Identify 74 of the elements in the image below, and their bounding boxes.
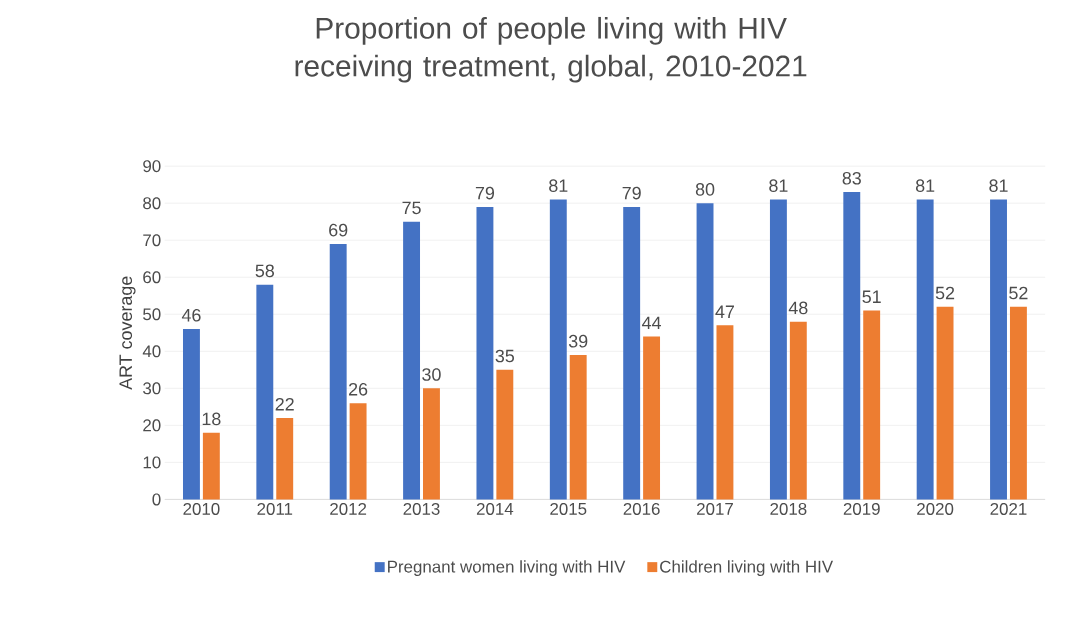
- y-axis-title: ART coverage: [119, 276, 136, 390]
- bar: [256, 284, 274, 500]
- bar: [403, 221, 421, 500]
- bar: [202, 432, 220, 500]
- x-tick-label: 2011: [257, 503, 293, 516]
- data-label: 69: [329, 223, 348, 237]
- y-tick-label: 80: [143, 197, 161, 210]
- y-tick-label: 20: [143, 419, 161, 432]
- data-label: 79: [622, 186, 641, 200]
- data-label: 80: [695, 183, 715, 196]
- data-label: 48: [788, 301, 808, 315]
- data-label: 81: [989, 179, 1008, 193]
- data-label: 18: [202, 412, 221, 426]
- data-label: 81: [769, 179, 788, 193]
- y-tick-label: 30: [143, 382, 161, 395]
- x-tick-label: 2012: [330, 503, 367, 516]
- bar: [789, 321, 807, 500]
- data-label: 52: [935, 286, 955, 300]
- bar: [549, 199, 567, 500]
- data-label: 47: [715, 305, 734, 319]
- y-tick-label: 40: [142, 345, 161, 358]
- data-label: 58: [255, 264, 275, 278]
- bar: [843, 192, 861, 500]
- data-label: 46: [181, 309, 201, 322]
- y-tick-label: 70: [143, 234, 161, 247]
- x-tick-label: 2016: [623, 503, 660, 516]
- y-tick-label: 90: [143, 160, 161, 173]
- x-tick-label: 2020: [917, 503, 954, 516]
- bar: [916, 199, 934, 500]
- x-tick-label: 2010: [183, 503, 220, 516]
- bar: [643, 336, 661, 500]
- bar: [716, 325, 734, 500]
- bar: [476, 207, 494, 500]
- bar: [329, 244, 347, 500]
- bar: [183, 329, 200, 500]
- data-label: 35: [495, 349, 515, 363]
- data-label: 51: [862, 290, 881, 304]
- legend-label: Children living with HIV: [660, 560, 834, 577]
- data-label: 83: [842, 172, 861, 185]
- y-tick-label: 50: [143, 308, 161, 321]
- x-tick-label: 2021: [990, 503, 1027, 516]
- x-tick-label: 2019: [843, 503, 880, 516]
- x-tick-label: 2018: [770, 503, 807, 516]
- y-tick-label: 10: [143, 456, 161, 469]
- y-tick-label: 60: [143, 271, 161, 284]
- bar: [276, 418, 294, 500]
- x-tick-label: 2015: [550, 503, 587, 516]
- bar: [623, 207, 641, 500]
- data-label: 75: [402, 201, 421, 215]
- x-tick-label: 2013: [403, 503, 440, 516]
- bar: [990, 199, 1007, 500]
- bar: [423, 388, 440, 500]
- bar: [1009, 306, 1027, 500]
- bar: [569, 355, 587, 500]
- chart-title: Proportion of people living with HIV receiving treatment, global, 2010-2021: [295, 17, 807, 83]
- data-label: 44: [642, 316, 662, 330]
- legend-label: Pregnant women living with HIV: [388, 560, 626, 577]
- data-label: 79: [475, 186, 495, 200]
- data-label: 52: [1009, 286, 1028, 300]
- bar: [496, 369, 514, 500]
- y-tick-label: 0: [152, 493, 161, 506]
- data-label: 30: [422, 368, 441, 381]
- x-tick-label: 2017: [697, 503, 733, 516]
- data-label: 81: [549, 179, 568, 193]
- bar: [863, 310, 881, 500]
- x-tick-label: 2014: [476, 503, 514, 516]
- data-label: 39: [568, 334, 588, 348]
- bar: [769, 199, 787, 500]
- bar: [696, 203, 714, 500]
- data-label: 26: [349, 383, 368, 396]
- bar: [349, 403, 367, 500]
- data-label: 81: [915, 179, 935, 193]
- data-label: 22: [275, 398, 294, 411]
- bar: [936, 306, 954, 500]
